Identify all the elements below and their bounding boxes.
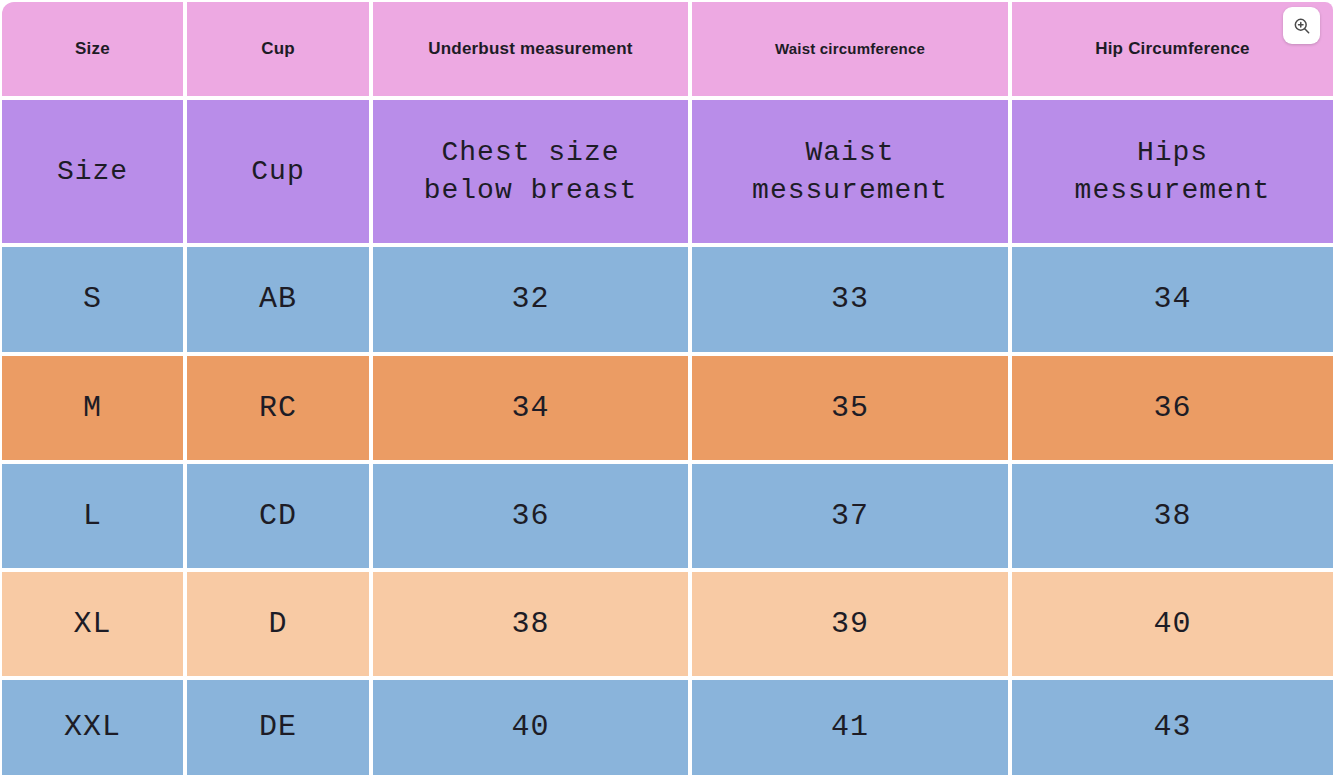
size-chart-image: Size Cup Underbust measurement Waist cir…: [0, 0, 1334, 775]
cell-xxl-waist: 41: [692, 680, 1008, 775]
cell-s-underbust: 32: [373, 247, 688, 352]
col-header-underbust: Underbust measurement: [373, 2, 688, 96]
subheader-chest-below-breast: Chest size below breast: [373, 100, 688, 243]
cell-s-waist: 33: [692, 247, 1008, 352]
cell-l-size: L: [2, 464, 183, 568]
col-header-waist: Waist circumference: [692, 2, 1008, 96]
magnifier-plus-icon: [1292, 16, 1312, 36]
cell-xl-waist: 39: [692, 572, 1008, 676]
cell-xxl-size: XXL: [2, 680, 183, 775]
cell-s-size: S: [2, 247, 183, 352]
size-chart-table: Size Cup Underbust measurement Waist cir…: [2, 2, 1333, 775]
cell-s-hip: 34: [1012, 247, 1333, 352]
cell-xl-cup: D: [187, 572, 369, 676]
cell-xxl-underbust: 40: [373, 680, 688, 775]
subheader-hips-messurement: Hips messurement: [1012, 100, 1333, 243]
cell-l-cup: CD: [187, 464, 369, 568]
subheader-size: Size: [2, 100, 183, 243]
cell-xxl-cup: DE: [187, 680, 369, 775]
cell-m-waist: 35: [692, 356, 1008, 460]
cell-m-cup: RC: [187, 356, 369, 460]
cell-l-waist: 37: [692, 464, 1008, 568]
cell-l-hip: 38: [1012, 464, 1333, 568]
subheader-waist-messurement: Waist messurement: [692, 100, 1008, 243]
cell-m-size: M: [2, 356, 183, 460]
zoom-in-button[interactable]: [1283, 7, 1320, 44]
cell-s-cup: AB: [187, 247, 369, 352]
subheader-cup: Cup: [187, 100, 369, 243]
cell-m-underbust: 34: [373, 356, 688, 460]
cell-xxl-hip: 43: [1012, 680, 1333, 775]
cell-l-underbust: 36: [373, 464, 688, 568]
cell-m-hip: 36: [1012, 356, 1333, 460]
cell-xl-underbust: 38: [373, 572, 688, 676]
cell-xl-size: XL: [2, 572, 183, 676]
col-header-cup: Cup: [187, 2, 369, 96]
col-header-size: Size: [2, 2, 183, 96]
cell-xl-hip: 40: [1012, 572, 1333, 676]
